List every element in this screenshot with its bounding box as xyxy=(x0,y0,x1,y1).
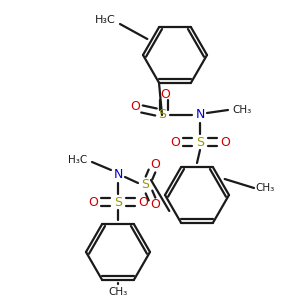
Text: CH₃: CH₃ xyxy=(232,105,252,115)
Text: S: S xyxy=(141,178,149,191)
Text: O: O xyxy=(150,199,160,212)
Text: O: O xyxy=(88,196,98,208)
Text: H₃C: H₃C xyxy=(94,15,116,25)
Text: O: O xyxy=(130,100,140,113)
Text: H₃C: H₃C xyxy=(68,155,88,165)
Text: S: S xyxy=(158,109,166,122)
Text: O: O xyxy=(150,158,160,172)
Text: N: N xyxy=(195,109,205,122)
Text: S: S xyxy=(196,136,204,148)
Text: N: N xyxy=(113,169,123,182)
Text: O: O xyxy=(220,136,230,148)
Text: S: S xyxy=(114,196,122,208)
Text: CH₃: CH₃ xyxy=(255,183,274,193)
Text: O: O xyxy=(138,196,148,208)
Text: O: O xyxy=(160,88,170,101)
Text: O: O xyxy=(170,136,180,148)
Text: CH₃: CH₃ xyxy=(108,287,128,297)
